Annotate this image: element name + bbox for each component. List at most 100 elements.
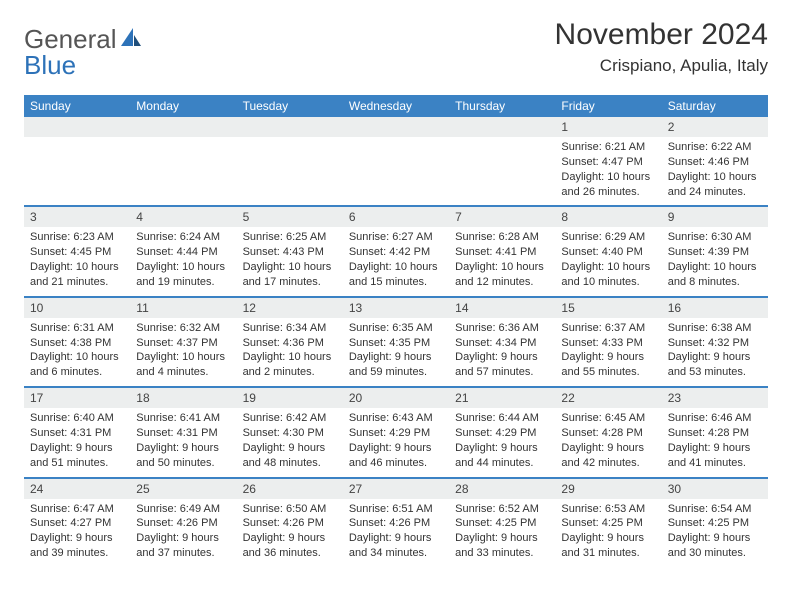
day-number: 1 (555, 117, 661, 137)
sunset-text: Sunset: 4:36 PM (243, 336, 337, 351)
sunrise-text: Sunrise: 6:41 AM (136, 411, 230, 426)
calendar-cell: 15Sunrise: 6:37 AMSunset: 4:33 PMDayligh… (555, 298, 661, 386)
day-number: 4 (130, 207, 236, 227)
dl2-text: and 50 minutes. (136, 456, 230, 471)
sunset-text: Sunset: 4:25 PM (561, 516, 655, 531)
day-number: 10 (24, 298, 130, 318)
dl1-text: Daylight: 9 hours (455, 350, 549, 365)
calendar-cell: 18Sunrise: 6:41 AMSunset: 4:31 PMDayligh… (130, 388, 236, 476)
calendar-cell: 30Sunrise: 6:54 AMSunset: 4:25 PMDayligh… (662, 479, 768, 567)
dl1-text: Daylight: 9 hours (349, 350, 443, 365)
dl1-text: Daylight: 9 hours (455, 531, 549, 546)
day-header: Friday (555, 95, 661, 117)
sunrise-text: Sunrise: 6:28 AM (455, 230, 549, 245)
dl1-text: Daylight: 9 hours (668, 531, 762, 546)
dl2-text: and 41 minutes. (668, 456, 762, 471)
sunrise-text: Sunrise: 6:45 AM (561, 411, 655, 426)
calendar-cell: 9Sunrise: 6:30 AMSunset: 4:39 PMDaylight… (662, 207, 768, 295)
dl2-text: and 48 minutes. (243, 456, 337, 471)
dl1-text: Daylight: 9 hours (668, 441, 762, 456)
sunset-text: Sunset: 4:25 PM (668, 516, 762, 531)
sunset-text: Sunset: 4:28 PM (561, 426, 655, 441)
dl1-text: Daylight: 10 hours (561, 170, 655, 185)
day-number: 21 (449, 388, 555, 408)
sunset-text: Sunset: 4:32 PM (668, 336, 762, 351)
calendar-cell: 22Sunrise: 6:45 AMSunset: 4:28 PMDayligh… (555, 388, 661, 476)
dl1-text: Daylight: 9 hours (30, 531, 124, 546)
dl2-text: and 33 minutes. (455, 546, 549, 561)
sunrise-text: Sunrise: 6:31 AM (30, 321, 124, 336)
dl1-text: Daylight: 9 hours (243, 441, 337, 456)
sunrise-text: Sunrise: 6:54 AM (668, 502, 762, 517)
sunset-text: Sunset: 4:39 PM (668, 245, 762, 260)
sunset-text: Sunset: 4:31 PM (136, 426, 230, 441)
sunrise-text: Sunrise: 6:53 AM (561, 502, 655, 517)
sunrise-text: Sunrise: 6:23 AM (30, 230, 124, 245)
dl2-text: and 53 minutes. (668, 365, 762, 380)
dl1-text: Daylight: 9 hours (561, 441, 655, 456)
day-number (343, 117, 449, 137)
calendar-body: 1Sunrise: 6:21 AMSunset: 4:47 PMDaylight… (24, 117, 768, 567)
dl1-text: Daylight: 9 hours (243, 531, 337, 546)
day-number: 7 (449, 207, 555, 227)
day-number: 25 (130, 479, 236, 499)
calendar-header-row: Sunday Monday Tuesday Wednesday Thursday… (24, 95, 768, 117)
dl2-text: and 17 minutes. (243, 275, 337, 290)
day-number: 18 (130, 388, 236, 408)
day-number: 12 (237, 298, 343, 318)
calendar-week-row: 10Sunrise: 6:31 AMSunset: 4:38 PMDayligh… (24, 298, 768, 388)
sunrise-text: Sunrise: 6:40 AM (30, 411, 124, 426)
day-number: 24 (24, 479, 130, 499)
sunset-text: Sunset: 4:34 PM (455, 336, 549, 351)
sunset-text: Sunset: 4:26 PM (349, 516, 443, 531)
day-number: 17 (24, 388, 130, 408)
dl2-text: and 31 minutes. (561, 546, 655, 561)
calendar-cell: 17Sunrise: 6:40 AMSunset: 4:31 PMDayligh… (24, 388, 130, 476)
sunset-text: Sunset: 4:45 PM (30, 245, 124, 260)
day-number: 6 (343, 207, 449, 227)
sunrise-text: Sunrise: 6:24 AM (136, 230, 230, 245)
page-title: November 2024 (555, 18, 768, 52)
sunrise-text: Sunrise: 6:22 AM (668, 140, 762, 155)
calendar-cell: 10Sunrise: 6:31 AMSunset: 4:38 PMDayligh… (24, 298, 130, 386)
sunrise-text: Sunrise: 6:36 AM (455, 321, 549, 336)
dl1-text: Daylight: 9 hours (668, 350, 762, 365)
calendar-cell: 24Sunrise: 6:47 AMSunset: 4:27 PMDayligh… (24, 479, 130, 567)
sunset-text: Sunset: 4:33 PM (561, 336, 655, 351)
sunrise-text: Sunrise: 6:30 AM (668, 230, 762, 245)
sunset-text: Sunset: 4:46 PM (668, 155, 762, 170)
dl1-text: Daylight: 9 hours (349, 441, 443, 456)
dl2-text: and 57 minutes. (455, 365, 549, 380)
dl2-text: and 6 minutes. (30, 365, 124, 380)
day-number: 27 (343, 479, 449, 499)
dl2-text: and 19 minutes. (136, 275, 230, 290)
dl2-text: and 34 minutes. (349, 546, 443, 561)
sunset-text: Sunset: 4:29 PM (349, 426, 443, 441)
dl1-text: Daylight: 9 hours (561, 350, 655, 365)
dl2-text: and 8 minutes. (668, 275, 762, 290)
sunset-text: Sunset: 4:43 PM (243, 245, 337, 260)
sunrise-text: Sunrise: 6:29 AM (561, 230, 655, 245)
calendar-cell: 23Sunrise: 6:46 AMSunset: 4:28 PMDayligh… (662, 388, 768, 476)
day-header: Tuesday (237, 95, 343, 117)
sunrise-text: Sunrise: 6:38 AM (668, 321, 762, 336)
day-number: 8 (555, 207, 661, 227)
sunrise-text: Sunrise: 6:37 AM (561, 321, 655, 336)
day-header: Thursday (449, 95, 555, 117)
dl2-text: and 44 minutes. (455, 456, 549, 471)
day-number: 29 (555, 479, 661, 499)
dl2-text: and 36 minutes. (243, 546, 337, 561)
dl2-text: and 21 minutes. (30, 275, 124, 290)
dl2-text: and 12 minutes. (455, 275, 549, 290)
sunset-text: Sunset: 4:26 PM (136, 516, 230, 531)
sunrise-text: Sunrise: 6:27 AM (349, 230, 443, 245)
dl1-text: Daylight: 10 hours (561, 260, 655, 275)
sunset-text: Sunset: 4:31 PM (30, 426, 124, 441)
sunset-text: Sunset: 4:26 PM (243, 516, 337, 531)
sunrise-text: Sunrise: 6:43 AM (349, 411, 443, 426)
day-number: 28 (449, 479, 555, 499)
day-number: 2 (662, 117, 768, 137)
day-number: 26 (237, 479, 343, 499)
calendar-week-row: 3Sunrise: 6:23 AMSunset: 4:45 PMDaylight… (24, 207, 768, 297)
day-number: 20 (343, 388, 449, 408)
